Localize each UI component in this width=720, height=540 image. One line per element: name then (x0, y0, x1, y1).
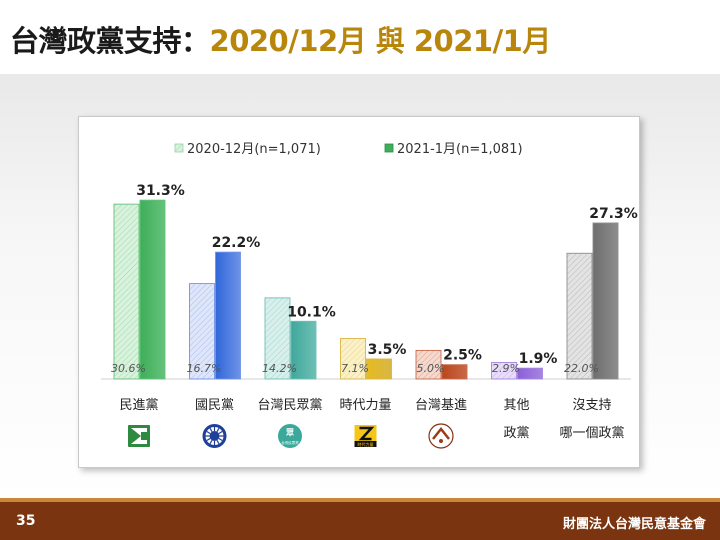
legend-swatch (174, 143, 184, 153)
footer-stripe (0, 498, 720, 502)
npp-logo-icon: 時代力量 (354, 425, 377, 447)
data-label-2021-1: 2.5% (443, 348, 482, 364)
data-label-2021-1: 27.3% (589, 206, 638, 222)
data-label-2021-1: 22.2% (212, 235, 261, 251)
bar-2020-12 (189, 283, 215, 380)
legend-swatch (384, 143, 394, 153)
data-label-2020-12: 30.6% (111, 362, 146, 375)
category-label-line2: 政黨 (503, 426, 529, 441)
svg-text:時代力量: 時代力量 (358, 441, 374, 447)
tsp-logo-icon (428, 423, 454, 449)
data-label-2021-1: 3.5% (368, 342, 407, 358)
data-label-2021-1: 31.3% (136, 183, 185, 199)
slide-footer (0, 498, 720, 540)
bar-area: 30.6% 31.3% 16.7% 22.2% 14.2% 10.1% 7.1% 3.5% 5.… (111, 183, 638, 380)
category-label: 國民黨 (195, 398, 234, 413)
bar-2021-1 (215, 251, 241, 380)
bar-2020-12 (415, 349, 442, 380)
category-label: 台灣基進 (415, 398, 467, 413)
kmt-logo-icon (202, 424, 227, 448)
legend-label: 2020-12月(n=1,071) (187, 142, 321, 157)
bar-2020-12 (566, 252, 593, 380)
bar-2020-12 (491, 361, 517, 380)
data-label-2021-1: 10.1% (287, 304, 336, 320)
bar-2021-1 (139, 199, 166, 380)
data-label-2020-12: 22.0% (564, 362, 599, 375)
category-label: 沒支持 (572, 398, 611, 413)
bar-2021-1 (517, 367, 543, 380)
bar-2021-1 (441, 364, 468, 380)
category-label: 時代力量 (339, 398, 391, 413)
legend-label: 2021-1月(n=1,081) (397, 142, 523, 157)
slide-header: 台灣政黨支持：2020/12月 與 2021/1月 (0, 0, 720, 74)
data-label-2020-12: 14.2% (262, 362, 297, 375)
data-label-2020-12: 5.0% (417, 362, 445, 375)
bar-2020-12 (340, 337, 366, 380)
category-label: 其他 (503, 398, 529, 413)
bar-2021-1 (366, 358, 392, 380)
data-label-2021-1: 1.9% (519, 351, 558, 367)
data-label-2020-12: 2.9% (492, 362, 520, 375)
organization-name: 財團法人台灣民意基金會 (562, 517, 706, 532)
slide-title: 台灣政黨支持：2020/12月 與 2021/1月 (10, 18, 551, 60)
svg-text:台灣民眾黨: 台灣民眾黨 (281, 440, 299, 445)
category-label: 民進黨 (119, 398, 158, 413)
title-accent: 2020/12月 與 2021/1月 (209, 24, 552, 58)
bar-2021-1 (592, 222, 619, 380)
chart-frame: 2020-12月(n=1,071) 2021-1月(n=1,081) 30.6% 3… (78, 116, 640, 468)
chart-legend: 2020-12月(n=1,071) 2021-1月(n=1,081) (174, 142, 523, 157)
party-support-chart: 2020-12月(n=1,071) 2021-1月(n=1,081) 30.6%3… (101, 142, 638, 449)
title-main: 台灣政黨支持： (10, 24, 210, 58)
bar-2021-1 (290, 320, 317, 380)
category-label-line2: 哪一個政黨 (559, 426, 624, 441)
data-label-2020-12: 7.1% (341, 362, 369, 375)
bar-2020-12 (113, 203, 140, 380)
data-label-2020-12: 16.7% (187, 362, 222, 375)
bar-2020-12 (264, 297, 291, 380)
category-label: 台灣民眾黨 (257, 398, 322, 413)
page-number: 35 (16, 513, 36, 529)
svg-text:眾: 眾 (285, 428, 294, 437)
dpp-logo-icon (128, 425, 150, 447)
